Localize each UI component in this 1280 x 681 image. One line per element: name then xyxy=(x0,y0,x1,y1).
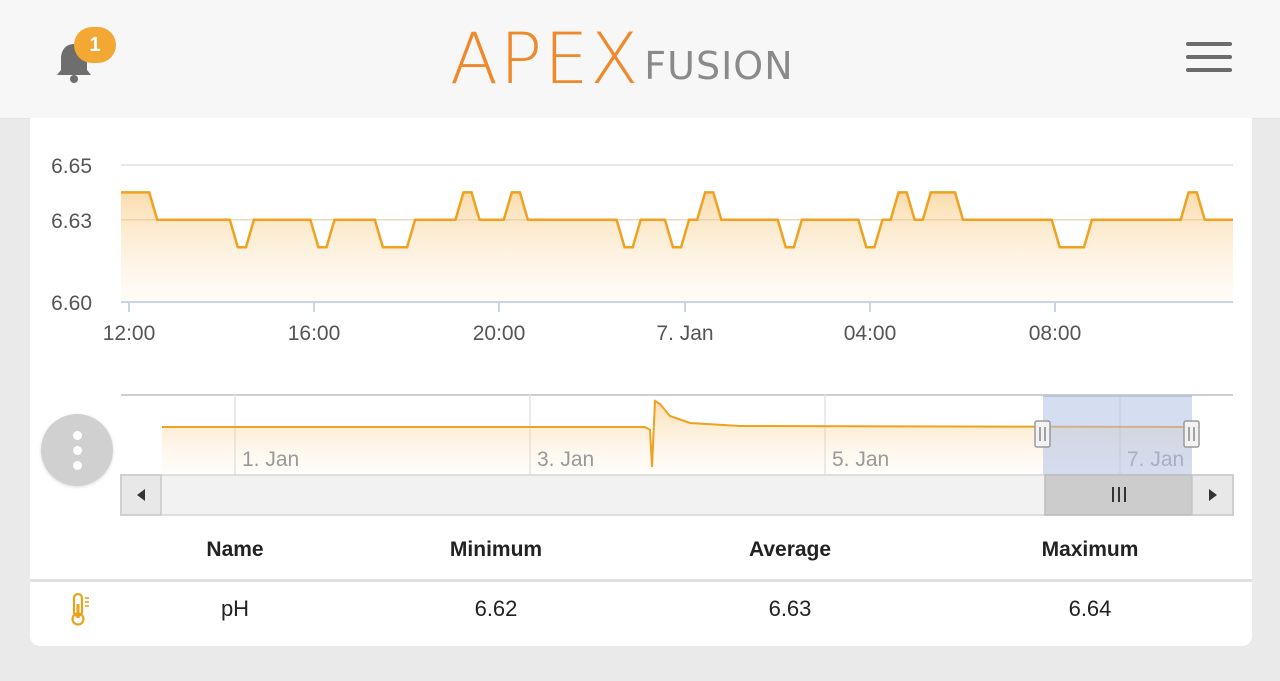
series-line[interactable] xyxy=(121,191,1233,249)
col-header-name: Name xyxy=(206,538,264,561)
navigator-tick-label: 1. Jan xyxy=(242,448,299,471)
notification-count-badge[interactable]: 1 xyxy=(74,27,116,63)
scrollbar-right-arrow[interactable] xyxy=(1191,474,1234,516)
hamburger-menu-icon[interactable] xyxy=(1186,42,1232,76)
table-divider xyxy=(30,579,1252,582)
logo-secondary: FUSION xyxy=(644,44,794,88)
x-tick-label: 16:00 xyxy=(288,322,341,345)
y-tick-label: 6.63 xyxy=(51,210,92,233)
row-minimum-cell: 6.62 xyxy=(474,596,518,621)
y-axis-labels: 6.65 6.63 6.60 xyxy=(51,155,92,315)
scrollbar-thumb[interactable] xyxy=(1044,474,1193,516)
logo-primary: APEX xyxy=(450,18,641,100)
apex-fusion-logo: APEX FUSION xyxy=(450,18,794,100)
x-tick-label: 04:00 xyxy=(844,322,897,345)
row-average-cell: 6.63 xyxy=(768,596,812,621)
more-options-button[interactable] xyxy=(41,414,113,486)
navigator-line xyxy=(162,399,1193,468)
navigator-tick-label: 5. Jan xyxy=(832,448,889,471)
navigator-left-handle[interactable] xyxy=(1034,420,1051,448)
x-tick-label: 20:00 xyxy=(473,322,526,345)
col-header-average: Average xyxy=(748,538,832,561)
x-tick-label: 12:00 xyxy=(103,322,156,345)
chart-gridlines xyxy=(121,164,1233,221)
navigator-area xyxy=(162,401,1192,475)
navigator-tick-label: 3. Jan xyxy=(537,448,594,471)
x-tick-label: 7. Jan xyxy=(656,322,713,345)
app-header: 1 APEX FUSION xyxy=(0,0,1280,119)
y-tick-label: 6.60 xyxy=(51,292,92,315)
scrollbar-left-arrow[interactable] xyxy=(120,474,162,516)
col-header-minimum: Minimum xyxy=(449,538,543,561)
navigator-right-handle[interactable] xyxy=(1183,420,1200,448)
navigator-selection[interactable] xyxy=(1043,395,1192,475)
x-axis-ticks: 12:00 16:00 20:00 7. Jan 04:00 08:00 xyxy=(103,302,1082,345)
col-header-maximum: Maximum xyxy=(1041,538,1139,561)
row-name-cell: pH xyxy=(220,596,250,621)
row-maximum-cell: 6.64 xyxy=(1068,596,1112,621)
x-tick-label: 08:00 xyxy=(1029,322,1082,345)
y-tick-label: 6.65 xyxy=(51,155,92,178)
graph-card xyxy=(30,118,1252,646)
